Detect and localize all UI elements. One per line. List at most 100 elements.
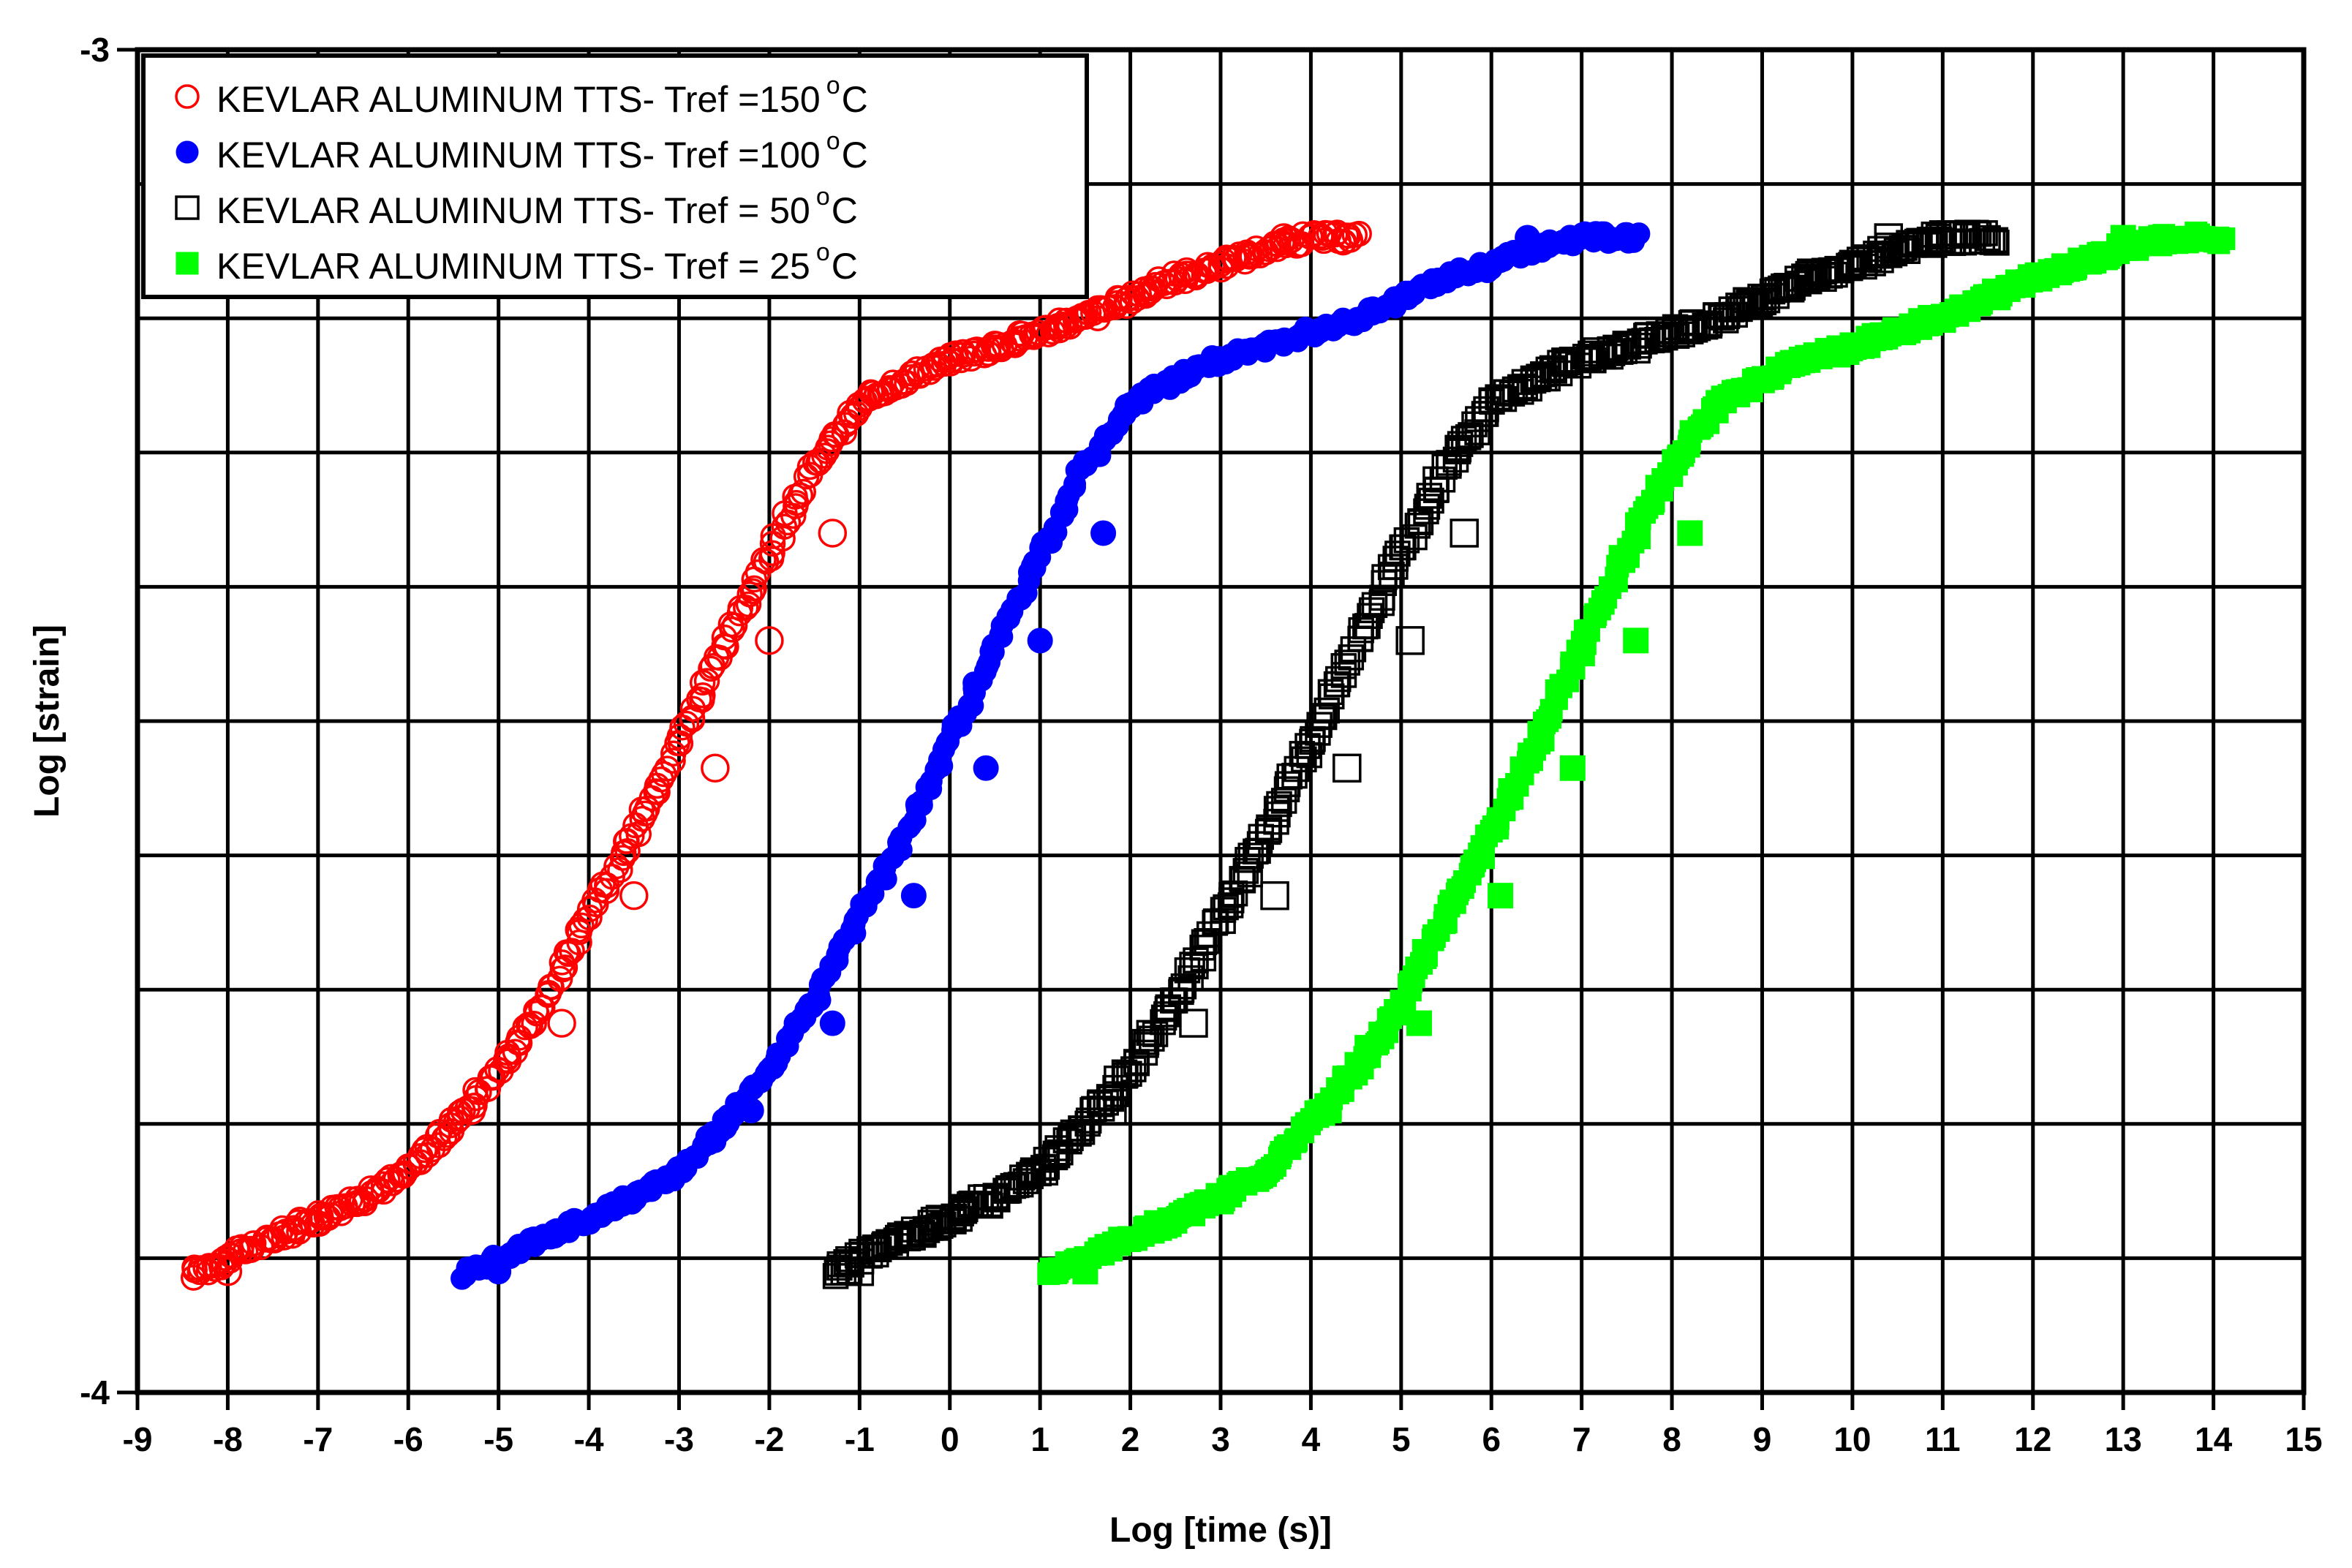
data-point [950,339,976,366]
series-2 [451,221,1651,1290]
x-tick-label: -4 [574,1420,604,1458]
data-point [1313,697,1340,724]
data-point [1266,791,1292,818]
data-point [1874,223,1904,252]
data-point [1291,746,1317,773]
data-point [651,761,677,788]
legend: KEVLAR ALUMINUM TTS- Tref =150 o CKEVLAR … [141,53,1089,299]
data-point [1733,287,1759,314]
legend-label: KEVLAR ALUMINUM TTS- Tref =150 [216,79,821,120]
x-tick-label: 5 [1392,1420,1411,1458]
data-point [1526,363,1552,390]
data-point [738,1097,764,1123]
legend-marker [176,140,199,164]
data-point [551,954,578,981]
data-point [1346,220,1372,247]
x-tick-label: -9 [123,1420,153,1458]
data-point [845,1257,875,1286]
legend-marker [175,84,200,109]
data-point [1465,406,1491,432]
legend-unit-superscript: o [816,238,830,266]
data-point [1333,753,1362,783]
x-tick-label: -6 [393,1420,423,1458]
data-point [1488,883,1514,909]
data-point [660,747,686,774]
data-point [2212,227,2236,250]
legend-marker [175,195,200,220]
data-point [1027,627,1053,654]
data-point [1450,519,1479,548]
x-tick-label: -8 [213,1420,243,1458]
data-point [1361,592,1388,619]
data-point [1395,626,1425,655]
legend-unit: C [832,190,858,231]
data-point [1016,1161,1042,1188]
data-point [1263,796,1290,822]
data-point [690,682,716,709]
data-point [1098,1096,1127,1126]
data-point [1404,513,1431,539]
data-point [736,581,763,608]
data-point [1229,867,1256,894]
data-point [1677,520,1703,546]
x-tick-label: 12 [2014,1420,2051,1458]
series-1 [180,219,1372,1291]
x-tick-label: 1 [1030,1420,1049,1458]
data-point [547,1009,576,1038]
data-point [1406,1010,1433,1036]
data-point [1316,1097,1342,1123]
data-point [1623,627,1649,654]
data-point [411,1137,437,1164]
x-tick-label: 6 [1482,1420,1501,1458]
data-point [920,1206,947,1233]
y-tick-label: -4 [80,1373,110,1411]
data-point [1791,263,1817,290]
legend-marker [176,252,199,275]
data-point [1274,771,1301,797]
x-tick-label: 13 [2105,1420,2142,1458]
data-point [976,1191,1003,1218]
data-point [900,883,927,909]
data-point [1253,332,1279,358]
data-point [1338,644,1365,671]
legend-unit-superscript: o [816,183,830,211]
legend-unit: C [842,135,868,176]
x-tick-label: 7 [1572,1420,1591,1458]
x-tick-label: 8 [1662,1420,1681,1458]
data-point [568,912,595,939]
data-layer [180,219,2236,1291]
data-point [1248,823,1275,851]
series-4 [1037,221,2236,1286]
x-tick-label: -1 [845,1420,875,1458]
data-point [1306,712,1333,738]
data-point [1334,649,1360,676]
data-point [1189,935,1215,961]
series-3 [822,219,2010,1289]
data-point [1317,679,1344,706]
legend-unit-superscript: o [826,72,840,99]
legend-unit: C [832,246,858,287]
data-point [755,626,784,655]
legend-label: KEVLAR ALUMINUM TTS- Tref = 25 [216,246,810,287]
x-tick-label: 9 [1753,1420,1772,1458]
data-point [1796,258,1823,284]
data-point [1416,483,1442,509]
data-point [1194,928,1220,954]
legend-label: KEVLAR ALUMINUM TTS- Tref = 50 [216,190,810,231]
data-point [1269,223,1299,252]
data-point [576,904,603,931]
data-point [517,1013,543,1039]
x-tick-label: -3 [664,1420,694,1458]
data-point [819,1010,845,1036]
x-tick-label: 15 [2285,1420,2322,1458]
legend-label: KEVLAR ALUMINUM TTS- Tref =100 [216,135,821,176]
data-point [1515,225,1541,251]
data-point [735,591,762,618]
data-point [1260,881,1289,911]
x-tick-label: -5 [483,1420,513,1458]
data-point [2110,225,2136,251]
tick-layer: -9 -8 -7 -6 -5 -4 -3 -2 -1 0 1 2 3 4 5 6 7 8 9 10 11 12 13 14 15… [80,31,2322,1458]
